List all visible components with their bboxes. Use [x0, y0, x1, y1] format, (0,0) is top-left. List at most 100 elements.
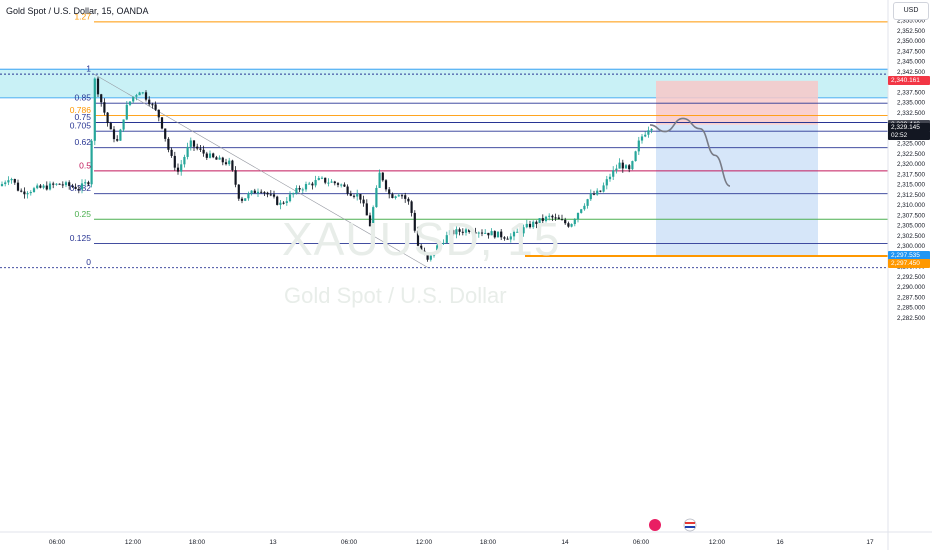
candle-body	[480, 232, 484, 234]
currency-selector[interactable]: USD	[893, 2, 929, 20]
candle-body	[567, 223, 570, 227]
candle-body	[615, 168, 618, 171]
price-tick-label: 2,305.000	[897, 223, 926, 230]
candle-body	[244, 198, 247, 201]
candle-body	[560, 219, 564, 221]
us-flag-stripe-icon	[685, 526, 695, 528]
candle-body	[74, 186, 77, 189]
candle-body	[378, 172, 381, 188]
projection-path	[649, 117, 731, 187]
candle-body	[52, 183, 55, 185]
time-tick-label: 18:00	[189, 539, 206, 546]
candle-body	[221, 157, 224, 163]
candle-body	[96, 78, 100, 95]
time-tick-label: 18:00	[480, 539, 497, 546]
candle-body	[592, 193, 596, 195]
candle-body	[4, 182, 7, 185]
candle-body	[484, 232, 487, 234]
price-tick-label: 2,315.000	[897, 182, 926, 189]
price-tick-label: 2,310.000	[897, 202, 926, 209]
price-tick-label: 2,332.500	[897, 110, 926, 117]
candle-body	[196, 146, 199, 149]
candle-body	[576, 212, 580, 220]
candle-body	[474, 232, 477, 234]
candle-body	[439, 243, 442, 246]
candle-body	[176, 167, 180, 172]
candle-body	[400, 195, 404, 197]
price-axis-label: 02:52	[888, 130, 930, 140]
candle-body	[189, 140, 192, 147]
candle-body	[116, 139, 119, 141]
price-tick-label: 2,312.500	[897, 192, 926, 199]
price-axis-label: 2,340.161	[888, 76, 930, 86]
price-tick-label: 2,347.500	[897, 48, 926, 55]
candle-body	[180, 164, 183, 172]
candle-body	[288, 194, 292, 202]
candle-body	[554, 217, 557, 219]
candle-body	[93, 78, 96, 141]
candle-body	[279, 202, 282, 205]
candle-body	[215, 157, 218, 160]
candle-body	[183, 156, 186, 165]
candle-body	[311, 183, 314, 186]
time-tick-label: 12:00	[125, 539, 142, 546]
candle-body	[122, 119, 125, 130]
candle-body	[381, 172, 384, 181]
candle-body	[586, 199, 589, 206]
candle-body	[45, 185, 48, 190]
candle-body	[487, 232, 490, 236]
candle-body	[346, 186, 349, 194]
drawings-layer	[525, 117, 888, 257]
price-tick-label: 2,285.000	[897, 305, 926, 312]
time-tick-label: 06:00	[341, 539, 358, 546]
candle-body	[500, 231, 503, 238]
candle-body	[199, 148, 202, 150]
candle-body	[247, 193, 250, 199]
us-flag-event-icon[interactable]	[683, 518, 697, 532]
candle-body	[410, 201, 413, 213]
candle-body	[336, 183, 340, 185]
time-axis: 06:00 12:00 18:00 13 06:00 12:00 18:00 14 06:00 1…	[0, 518, 932, 546]
candle-body	[356, 194, 359, 197]
candle-body	[320, 177, 324, 179]
candle-body	[525, 223, 528, 228]
candle-body	[391, 194, 394, 199]
price-axis-label: 2,297.535	[888, 251, 930, 261]
candle-body	[528, 223, 532, 228]
candle-body	[640, 136, 644, 141]
candle-body	[148, 99, 151, 105]
candle-body	[260, 191, 263, 193]
candle-body	[519, 231, 522, 234]
candle-body	[612, 170, 615, 177]
flash-event-icon[interactable]	[649, 519, 661, 531]
candle-body	[135, 95, 138, 97]
price-axis-label: 2,297.450	[888, 259, 930, 269]
candle-body	[84, 182, 87, 184]
candle-body	[186, 146, 189, 157]
time-tick-label: 12:00	[416, 539, 433, 546]
candle-body	[650, 129, 653, 131]
candle-body	[464, 229, 468, 233]
candle-body	[493, 231, 496, 238]
price-tick-label: 2,307.500	[897, 212, 926, 219]
watermark-symbol: XAUUSD, 15	[282, 213, 561, 265]
time-tick-label: 06:00	[633, 539, 650, 546]
price-tick-label: 2,300.000	[897, 243, 926, 250]
candle-body	[32, 188, 36, 193]
candle-body	[468, 229, 471, 232]
candle-body	[164, 128, 167, 139]
candle-body	[218, 157, 221, 160]
candle-body	[416, 230, 420, 246]
candle-body	[458, 229, 461, 232]
candle-body	[90, 140, 93, 185]
candle-body	[125, 104, 128, 120]
candle-body	[68, 182, 71, 186]
price-tick-label: 2,337.500	[897, 89, 926, 96]
fib-label-0.705: 0.705	[70, 121, 92, 131]
candle-body	[544, 216, 548, 221]
price-axis-bg	[888, 0, 932, 550]
candle-body	[314, 180, 317, 186]
